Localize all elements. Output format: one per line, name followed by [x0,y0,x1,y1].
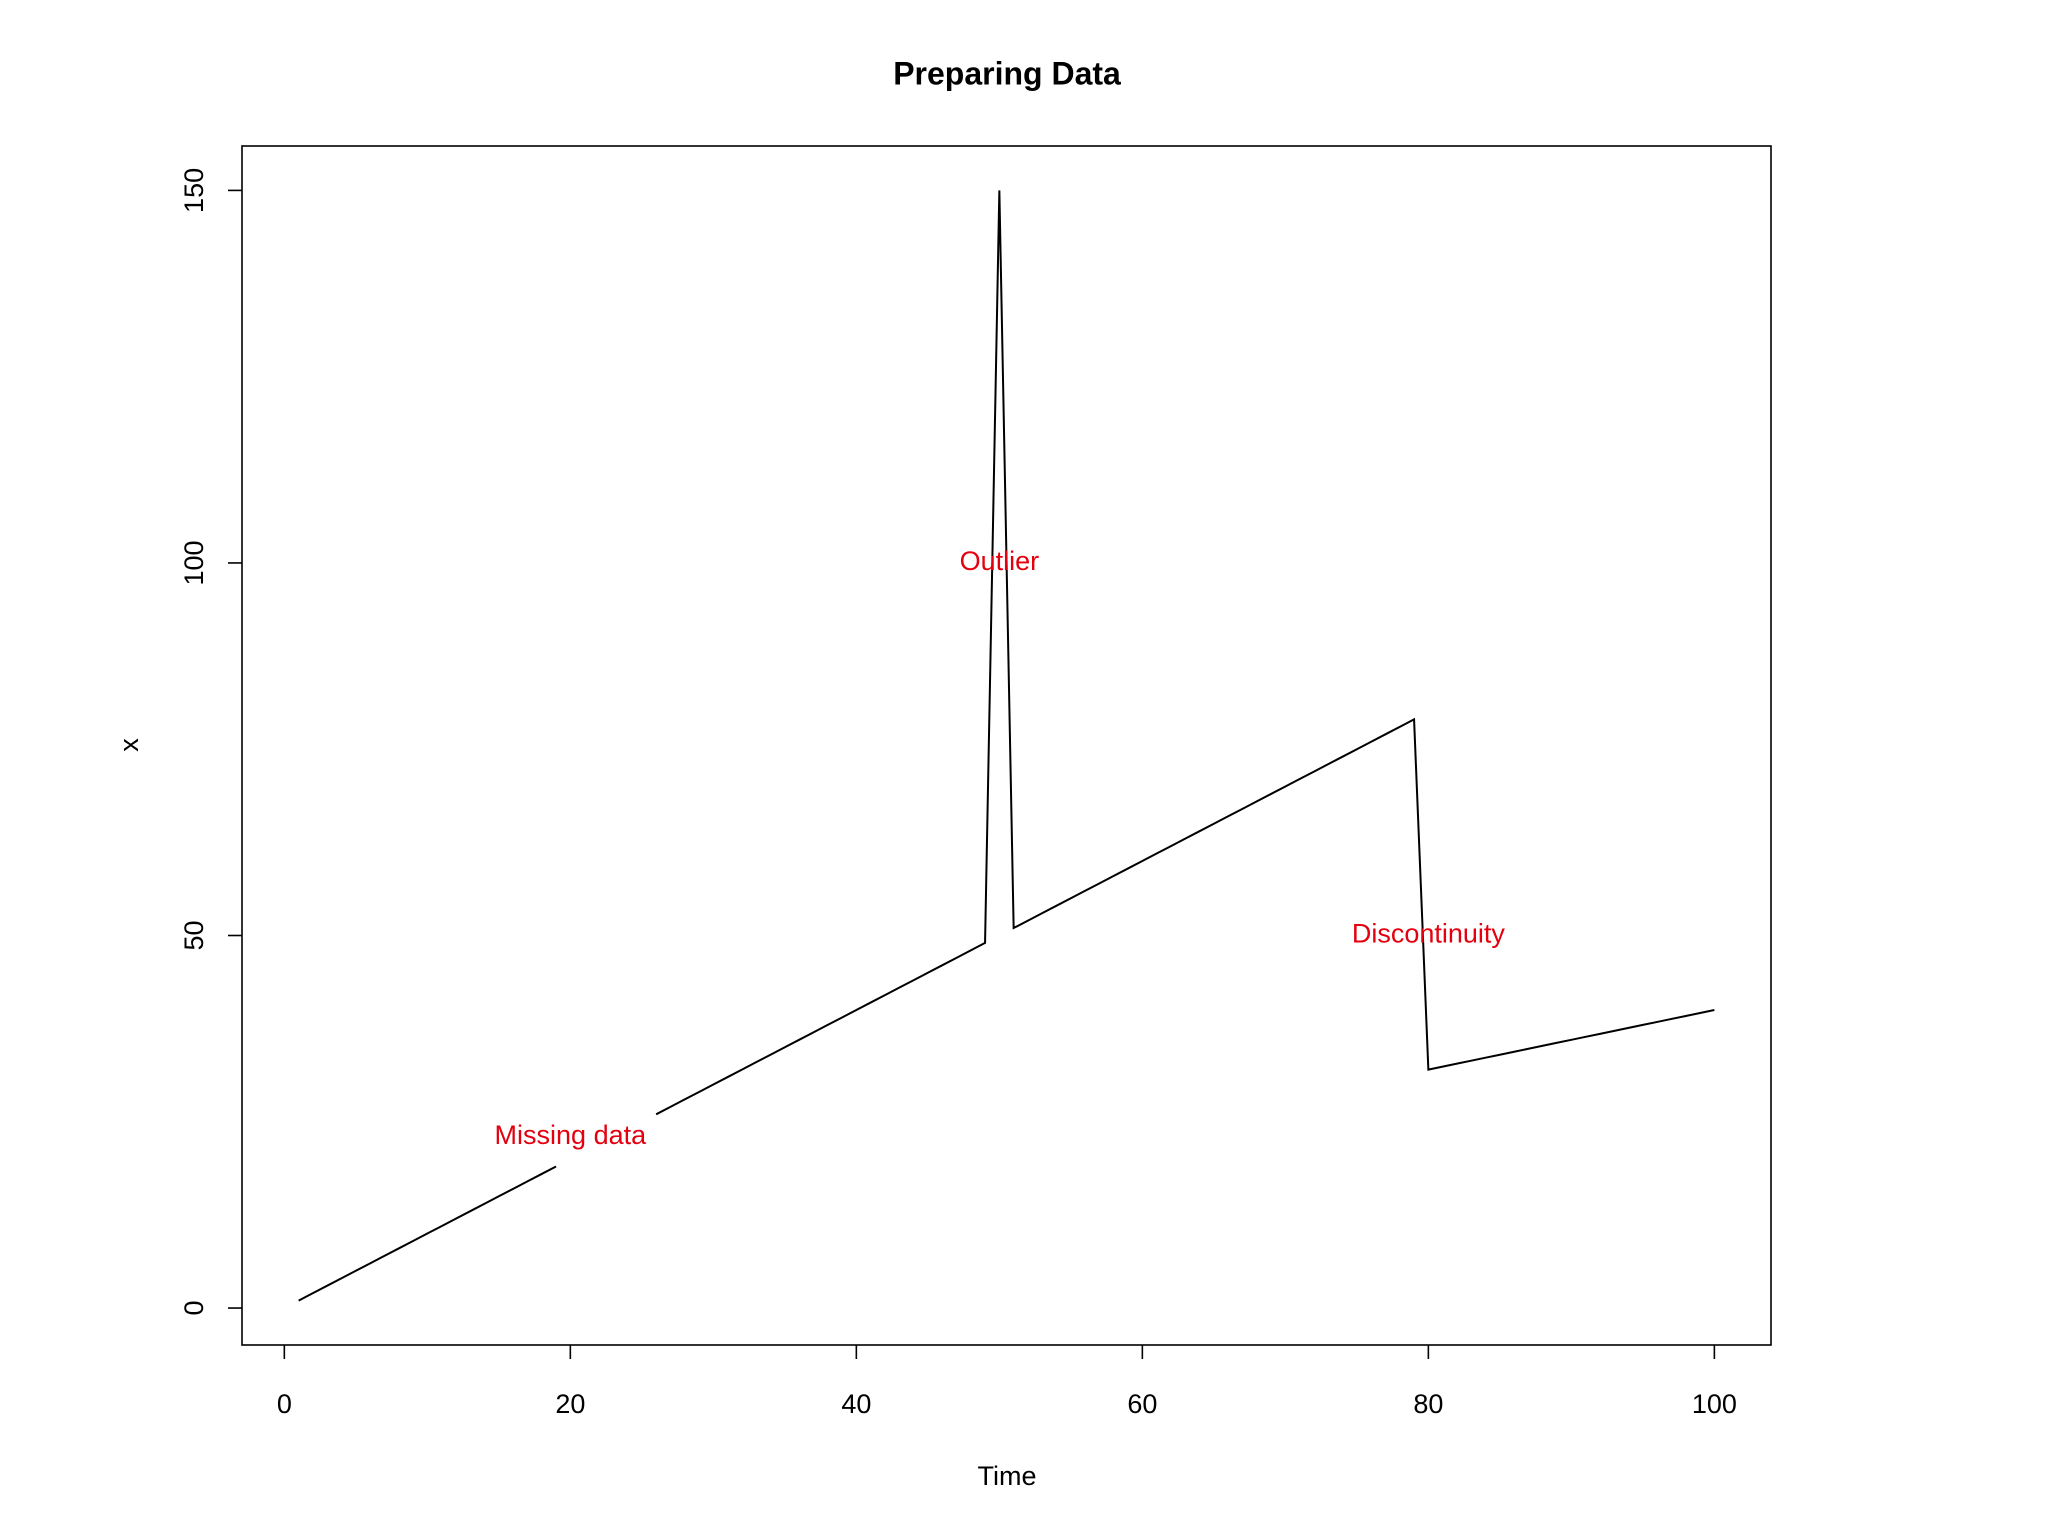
y-axis-label: x [114,738,144,752]
x-tick-label: 20 [555,1389,585,1419]
y-tick-label: 50 [179,920,209,950]
x-tick-label: 100 [1692,1389,1737,1419]
x-tick-label: 0 [277,1389,292,1419]
x-axis-label: Time [978,1461,1037,1491]
y-tick-label: 150 [179,168,209,213]
annotation: Outlier [960,546,1040,576]
x-tick-label: 40 [841,1389,871,1419]
plot-frame [241,145,1772,1346]
chart-title: Preparing Data [893,55,1121,91]
x-tick-label: 60 [1127,1389,1157,1419]
y-tick-label: 0 [179,1301,209,1316]
annotation: Missing data [495,1120,648,1150]
x-tick-label: 80 [1413,1389,1443,1419]
y-tick-label: 100 [179,540,209,585]
annotation: Discontinuity [1352,919,1506,949]
data-line [298,190,1715,1302]
